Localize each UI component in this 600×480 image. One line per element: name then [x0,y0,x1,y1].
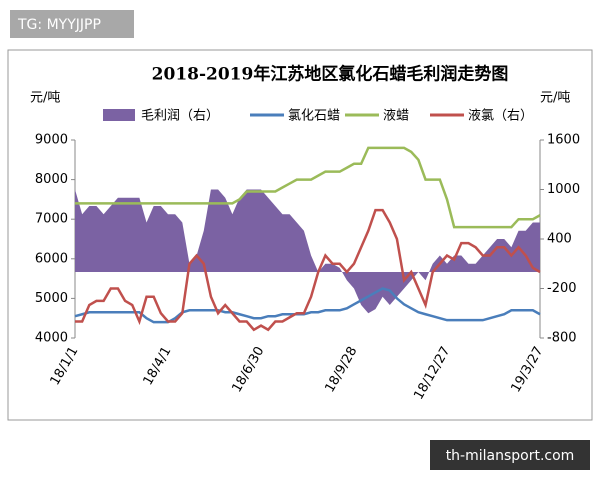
watermark-box [430,440,590,470]
legend-label: 液氯（右） [468,109,533,124]
y-tick-label: 9000 [35,133,68,148]
y-tick-label: 8000 [35,172,68,187]
y2-tick-label: 1000 [547,182,580,197]
legend-label: 氯化石蜡 [288,109,340,124]
y2-tick-label: 400 [547,232,572,247]
legend-label: 毛利润（右） [141,109,219,124]
y-tick-label: 4000 [35,331,68,346]
watermark: TG: MYYJJPP [17,17,101,33]
y2-tick-label: -800 [547,331,577,346]
watermark-box [10,10,134,38]
y2-axis-label: 元/吨 [540,91,570,106]
y-tick-label: 7000 [35,212,68,227]
y-tick-label: 6000 [35,251,68,266]
y-axis-label: 元/吨 [30,91,60,106]
legend-swatch [103,109,135,121]
profit-area [75,189,540,314]
series-line [74,287,541,324]
watermark: th-milansport.com [446,448,575,464]
legend-label: 液蜡 [383,109,409,124]
series-line [75,146,541,229]
chart-title: 2018-2019年江苏地区氯化石蜡毛利润走势图 [152,64,509,85]
y-tick-label: 5000 [35,291,68,306]
series-line [75,208,541,332]
y2-tick-label: -200 [547,281,577,296]
y2-tick-label: 1600 [547,133,580,148]
